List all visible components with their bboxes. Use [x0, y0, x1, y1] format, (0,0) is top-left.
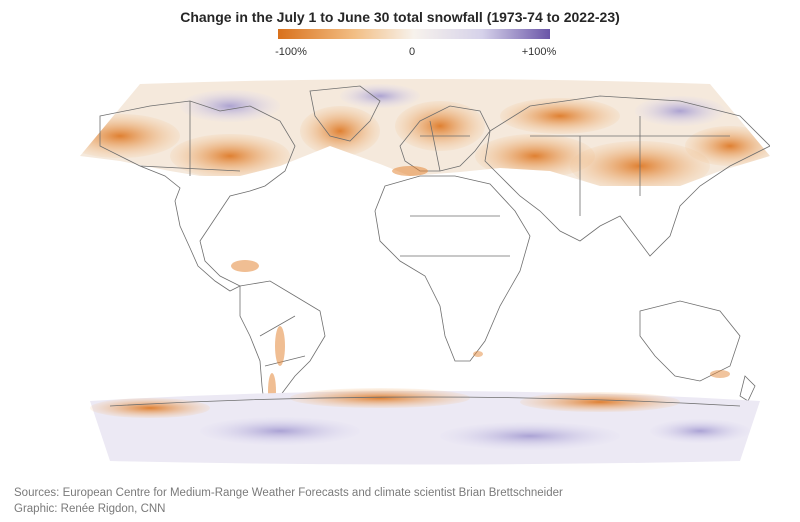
legend-min-label: -100%	[275, 46, 307, 58]
sources-credit: Sources: European Centre for Medium-Rang…	[14, 487, 563, 499]
chart-title: Change in the July 1 to June 30 total sn…	[180, 9, 620, 25]
graphic-credit: Graphic: Renée Rigdon, CNN	[14, 503, 166, 515]
color-legend-bar	[278, 29, 550, 39]
australia-outline	[639, 300, 741, 382]
antarctica-snow-band	[90, 388, 760, 465]
greenland-outline	[309, 85, 381, 142]
legend-max-label: +100%	[521, 46, 557, 58]
north-america-outline	[99, 100, 296, 292]
legend-mid-label: 0	[408, 46, 416, 58]
snowfall-decrease-highlights	[231, 166, 730, 409]
africa-outline	[374, 175, 531, 362]
asia-outline	[484, 95, 770, 257]
northern-snow-band	[80, 79, 770, 186]
new-zealand-outline	[739, 375, 756, 402]
country-borders	[99, 85, 770, 417]
world-snowfall-map	[80, 79, 770, 465]
